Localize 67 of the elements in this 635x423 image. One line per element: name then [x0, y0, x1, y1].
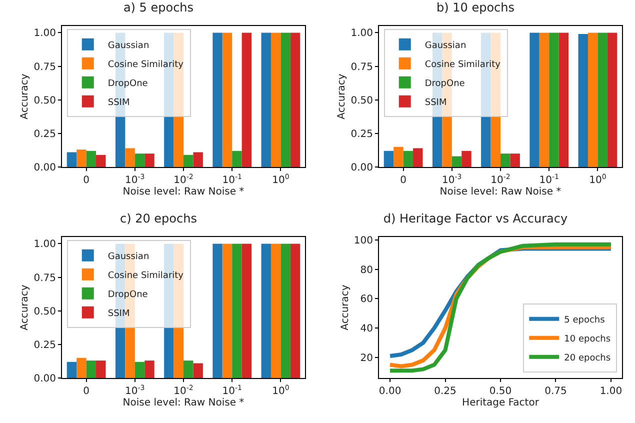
- x-tick-label: 10$^{-2}$: [490, 172, 510, 186]
- y-tick-label: 40: [360, 324, 373, 335]
- legend-label: Gaussian: [424, 40, 466, 51]
- chart-title: c) 20 epochs: [120, 212, 197, 226]
- x-tick-label: 1.00: [600, 386, 622, 397]
- x-axis-title: Heritage Factor: [462, 398, 540, 408]
- legend-label: 10 epochs: [564, 334, 611, 344]
- y-tick-label: 0.50: [350, 95, 373, 106]
- legend-label: DropOne: [108, 78, 148, 89]
- legend-label: SSIM: [108, 98, 130, 108]
- x-tick-label: 10$^{-1}$: [222, 172, 242, 186]
- x-tick-label: 0.75: [544, 386, 567, 397]
- x-tick-label: 0.25: [434, 386, 456, 397]
- y-tick-label: 1.00: [350, 28, 373, 40]
- x-axis-title: Noise level: Raw Noise *: [440, 186, 562, 198]
- x-tick-label: 10$^{-3}$: [125, 384, 145, 397]
- x-tick-label: 0.00: [378, 386, 402, 397]
- y-tick-label: 0.75: [350, 62, 373, 73]
- legend-label: 20 epochs: [564, 353, 611, 364]
- y-tick-label: 0.00: [34, 162, 56, 174]
- legend-label: Cosine Similarity: [108, 270, 184, 281]
- y-axis-title: Accuracy: [20, 284, 31, 330]
- x-tick-label: 10$^{0}$: [272, 384, 290, 397]
- y-tick-label: 0.25: [34, 128, 56, 140]
- legend-label: Cosine Similarity: [108, 60, 184, 70]
- x-axis-title: Noise level: Raw Noise *: [122, 398, 244, 408]
- x-tick-label: 10$^{-3}$: [125, 172, 145, 186]
- chart-title: a) 5 epochs: [123, 0, 194, 15]
- y-tick-label: 0.50: [34, 95, 56, 106]
- legend-label: DropOne: [424, 78, 466, 89]
- y-tick-label: 0.75: [34, 272, 56, 284]
- y-tick-label: 0.50: [34, 306, 56, 318]
- x-tick-label: 0: [83, 386, 90, 397]
- legend-label: 5 epochs: [564, 315, 606, 326]
- x-tick-label: 10$^{-2}$: [174, 384, 194, 397]
- x-tick-label: 10$^{-2}$: [174, 172, 194, 186]
- y-axis-title: Accuracy: [20, 74, 31, 120]
- x-tick-label: 0: [400, 175, 406, 186]
- x-tick-label: 10$^{-3}$: [442, 172, 462, 186]
- x-tick-label: 10$^{0}$: [589, 172, 606, 186]
- y-tick-label: 0.25: [350, 128, 373, 140]
- y-tick-label: 100: [354, 235, 373, 246]
- legend-label: SSIM: [108, 308, 130, 319]
- y-tick-label: 0.75: [34, 62, 56, 73]
- legend-label: DropOne: [108, 290, 148, 300]
- x-tick-label: 10$^{-1}$: [539, 172, 559, 186]
- y-axis-title: Accuracy: [340, 284, 351, 330]
- x-tick-label: 0.50: [489, 386, 512, 397]
- y-tick-label: 80: [360, 264, 373, 276]
- y-tick-label: 1.00: [34, 239, 56, 250]
- y-axis-title: Accuracy: [336, 74, 348, 120]
- legend-label: SSIM: [424, 98, 447, 108]
- legend-label: Gaussian: [108, 252, 150, 262]
- x-tick-label: 10$^{0}$: [272, 172, 290, 186]
- chart-title: b) 10 epochs: [436, 0, 514, 15]
- y-tick-label: 20: [360, 352, 373, 364]
- y-tick-label: 0.25: [34, 340, 56, 351]
- y-tick-label: 1.00: [34, 28, 56, 40]
- x-tick-label: 0: [83, 175, 90, 186]
- y-tick-label: 60: [360, 294, 373, 306]
- legend-label: Cosine Similarity: [424, 60, 502, 70]
- x-axis-title: Noise level: Raw Noise *: [122, 186, 244, 198]
- chart-title: d) Heritage Factor vs Accuracy: [383, 212, 568, 226]
- x-tick-label: 10$^{-1}$: [222, 384, 242, 397]
- legend-label: Gaussian: [108, 40, 150, 51]
- y-tick-label: 0.00: [34, 374, 56, 384]
- y-tick-label: 0.00: [350, 162, 373, 174]
